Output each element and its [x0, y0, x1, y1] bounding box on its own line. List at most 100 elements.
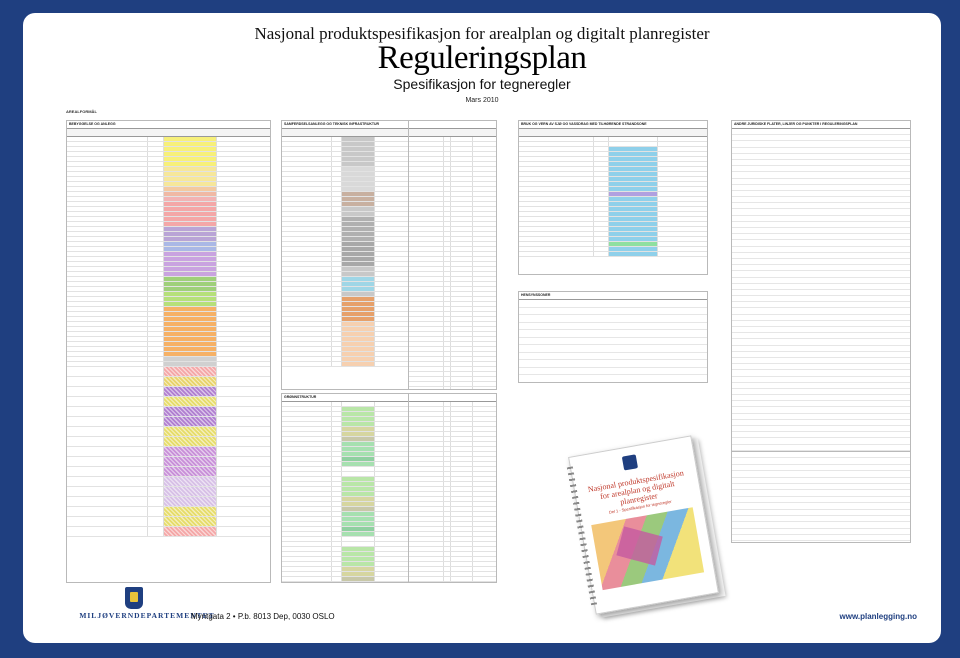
table-line [732, 529, 910, 536]
table-line [732, 308, 910, 315]
legend-row [282, 497, 408, 502]
legend-row [409, 142, 496, 147]
legend-row [409, 242, 496, 247]
legend-row [282, 572, 408, 577]
legend-row [409, 572, 496, 577]
legend-row [282, 237, 408, 242]
table-line [732, 497, 910, 504]
table-line [732, 228, 910, 235]
legend-row [67, 352, 270, 357]
table-line [732, 503, 910, 510]
legend-row [282, 177, 408, 182]
table-line [732, 445, 910, 451]
right-rows [732, 129, 910, 451]
legend-row [282, 222, 408, 227]
legend-row [409, 432, 496, 437]
table-line [519, 360, 707, 368]
address: Myntgata 2 • P.b. 8013 Dep, 0030 OSLO [191, 612, 335, 621]
table-line [519, 353, 707, 360]
legend-row [409, 387, 496, 389]
legend-row [67, 152, 270, 157]
legend-row [519, 192, 707, 197]
legend-row [282, 302, 408, 307]
legend-row [282, 552, 408, 557]
legend-row [409, 562, 496, 567]
table-line [732, 522, 910, 529]
legend-row [282, 257, 408, 262]
legend-row [409, 382, 496, 387]
legend-row [282, 487, 408, 492]
legend-row [282, 492, 408, 497]
legend-row [519, 217, 707, 222]
table-line [732, 401, 910, 408]
table-punktsymboler [731, 451, 911, 543]
legend-row [282, 277, 408, 282]
legend-row [282, 322, 408, 327]
legend-row [282, 262, 408, 267]
legend-row [282, 247, 408, 252]
table-line [732, 407, 910, 414]
section-label: AREALFORMÅL [66, 109, 97, 114]
legend-row [409, 137, 496, 142]
table-line [732, 516, 910, 523]
legend-row [67, 367, 270, 377]
legend-row [282, 447, 408, 452]
legend-row [409, 262, 496, 267]
legend-row [409, 492, 496, 497]
legend-row [409, 537, 496, 542]
legend-row [282, 507, 408, 512]
legend-row [519, 197, 707, 202]
table-rows [409, 402, 496, 582]
legend-row [67, 272, 270, 277]
legend-row [282, 502, 408, 507]
legend-row [282, 477, 408, 482]
table-line [519, 300, 707, 308]
legend-row [519, 182, 707, 187]
legend-row [409, 197, 496, 202]
table-title-spacer: . [409, 394, 496, 402]
table-line [732, 179, 910, 185]
table-line [732, 478, 910, 484]
table-line [732, 148, 910, 154]
table-rows [67, 137, 270, 537]
legend-row [67, 227, 270, 232]
legend-row [409, 422, 496, 427]
legend-row [519, 222, 707, 227]
table-line [732, 389, 910, 396]
legend-row [67, 377, 270, 387]
legend-row [409, 552, 496, 557]
legend-row [409, 357, 496, 362]
legend-row [409, 507, 496, 512]
legend-row [409, 452, 496, 457]
legend-row [67, 387, 270, 397]
legend-row [282, 352, 408, 357]
table-line [732, 222, 910, 228]
legend-row [282, 187, 408, 192]
poster-subtitle: Nasjonal produktspesifikasjon for arealp… [254, 24, 710, 43]
legend-row [282, 332, 408, 337]
legend-row [282, 272, 408, 277]
legend-row [282, 202, 408, 207]
hensyn-rows [519, 300, 707, 382]
legend-row [67, 457, 270, 467]
table-title: GRØNNSTRUKTUR [282, 394, 408, 402]
legend-row [282, 137, 408, 142]
table-title: ANDRE JURIDISKE FLATER, LINJER OG PUNKTE… [732, 121, 910, 129]
poster-spec: Spesifikasjon for tegneregler [393, 76, 571, 92]
legend-row [282, 537, 408, 542]
website-link[interactable]: www.planlegging.no [839, 612, 917, 621]
legend-row [409, 457, 496, 462]
legend-row [282, 242, 408, 247]
table-line [732, 234, 910, 241]
table-line [519, 330, 707, 338]
legend-row [67, 207, 270, 212]
legend-row [282, 517, 408, 522]
legend-row [67, 267, 270, 272]
table-line [732, 471, 910, 478]
legend-row [519, 142, 707, 147]
legend-row [282, 577, 408, 582]
legend-row [282, 337, 408, 342]
table-line [732, 432, 910, 439]
legend-row [67, 292, 270, 297]
table-line [732, 271, 910, 278]
